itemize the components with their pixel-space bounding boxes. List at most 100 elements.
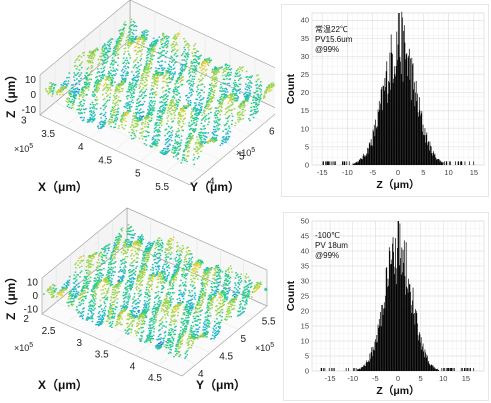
- surface-point: [100, 276, 103, 278]
- surface-point: [126, 281, 129, 284]
- surface-point: [129, 278, 131, 280]
- surface-point: [154, 143, 156, 146]
- surface-point: [87, 80, 89, 82]
- surface-point: [144, 262, 147, 265]
- surface-point: [126, 98, 129, 100]
- surface-point: [91, 305, 94, 307]
- surface-point: [142, 238, 145, 241]
- histogram-bar: [437, 159, 438, 165]
- surface-point: [190, 128, 192, 130]
- surface-point: [91, 314, 94, 316]
- surface-point: [148, 105, 150, 107]
- surface-point: [98, 272, 101, 274]
- surface-point: [243, 100, 246, 102]
- surface-point: [190, 65, 192, 67]
- surface-point: [97, 49, 99, 51]
- surface-point: [183, 149, 186, 151]
- surface-point: [131, 237, 134, 239]
- surface-point: [74, 280, 77, 282]
- surface-point: [162, 265, 164, 268]
- surface-point: [165, 249, 168, 251]
- surface-point: [170, 44, 173, 46]
- surface-point: [120, 269, 122, 271]
- histogram-bar: [391, 52, 393, 166]
- surface-point: [233, 100, 236, 102]
- histogram-bar: [328, 161, 330, 165]
- surface-point: [171, 121, 173, 123]
- surface-point: [143, 251, 146, 253]
- surface-point: [201, 136, 203, 138]
- surface-point: [180, 118, 182, 120]
- surface-point: [243, 104, 246, 106]
- surface-point: [130, 126, 132, 128]
- histogram-bar: [383, 86, 385, 165]
- surface-point: [107, 281, 110, 283]
- surface-point: [102, 50, 104, 53]
- histogram-bar: [392, 82, 394, 165]
- surface-point: [133, 242, 136, 244]
- surface-point: [78, 311, 81, 313]
- surface-point: [135, 307, 138, 310]
- surface-point: [85, 108, 87, 110]
- surface-point: [94, 48, 97, 51]
- surface-point: [147, 247, 149, 249]
- surface-point: [195, 104, 198, 106]
- surface-point: [212, 138, 214, 140]
- surface-point: [129, 103, 131, 106]
- surface-point: [147, 47, 149, 50]
- surface-point: [92, 107, 94, 109]
- surface-point: [150, 89, 153, 91]
- surface-point: [169, 144, 172, 146]
- surface-point: [199, 84, 202, 86]
- surface-point: [222, 78, 225, 80]
- surface-point: [91, 258, 93, 260]
- surface-point: [95, 293, 97, 296]
- surface-point: [96, 261, 98, 264]
- surface-point: [110, 81, 112, 84]
- surface-point: [117, 287, 120, 290]
- surface-point: [145, 65, 148, 67]
- surface-point: [113, 52, 115, 54]
- surface-point: [152, 37, 155, 39]
- surface-point: [92, 91, 95, 93]
- surface-point: [189, 253, 192, 255]
- surface-point: [135, 115, 137, 117]
- surface-point: [203, 128, 205, 130]
- surface-point: [51, 295, 54, 297]
- surface-point: [127, 94, 129, 97]
- surface-point: [90, 317, 93, 320]
- surface-point: [174, 258, 176, 260]
- surface-point: [153, 40, 156, 43]
- surface-point: [205, 73, 208, 75]
- surface-point: [209, 59, 211, 62]
- surface-point: [104, 284, 106, 286]
- surface-point: [131, 305, 134, 307]
- surface-point: [120, 228, 123, 231]
- surface-point: [90, 57, 93, 59]
- surface-point: [155, 123, 157, 125]
- surface-point: [161, 152, 164, 155]
- surface-point: [195, 141, 197, 144]
- surface-point: [211, 84, 214, 87]
- surface-point: [109, 43, 111, 45]
- surface-point: [177, 158, 179, 160]
- histogram-bar: [438, 159, 440, 165]
- surface-point: [239, 105, 242, 108]
- surface-point: [100, 304, 102, 307]
- surface-point: [141, 135, 143, 137]
- surface-point: [120, 82, 123, 85]
- surface-point: [224, 139, 227, 141]
- surface-point: [184, 56, 187, 58]
- surface-point: [85, 277, 87, 280]
- surface-point: [111, 320, 114, 323]
- histogram-bar: [358, 159, 360, 165]
- surface-point: [126, 306, 129, 308]
- surface-point: [203, 135, 206, 137]
- surface-point: [174, 44, 176, 46]
- surface-point: [207, 118, 210, 120]
- surface-point: [164, 94, 166, 96]
- surface-point: [153, 43, 155, 45]
- surface-point: [109, 113, 112, 115]
- surface-point: [216, 134, 219, 137]
- x-tick-label: 4.5: [98, 155, 112, 166]
